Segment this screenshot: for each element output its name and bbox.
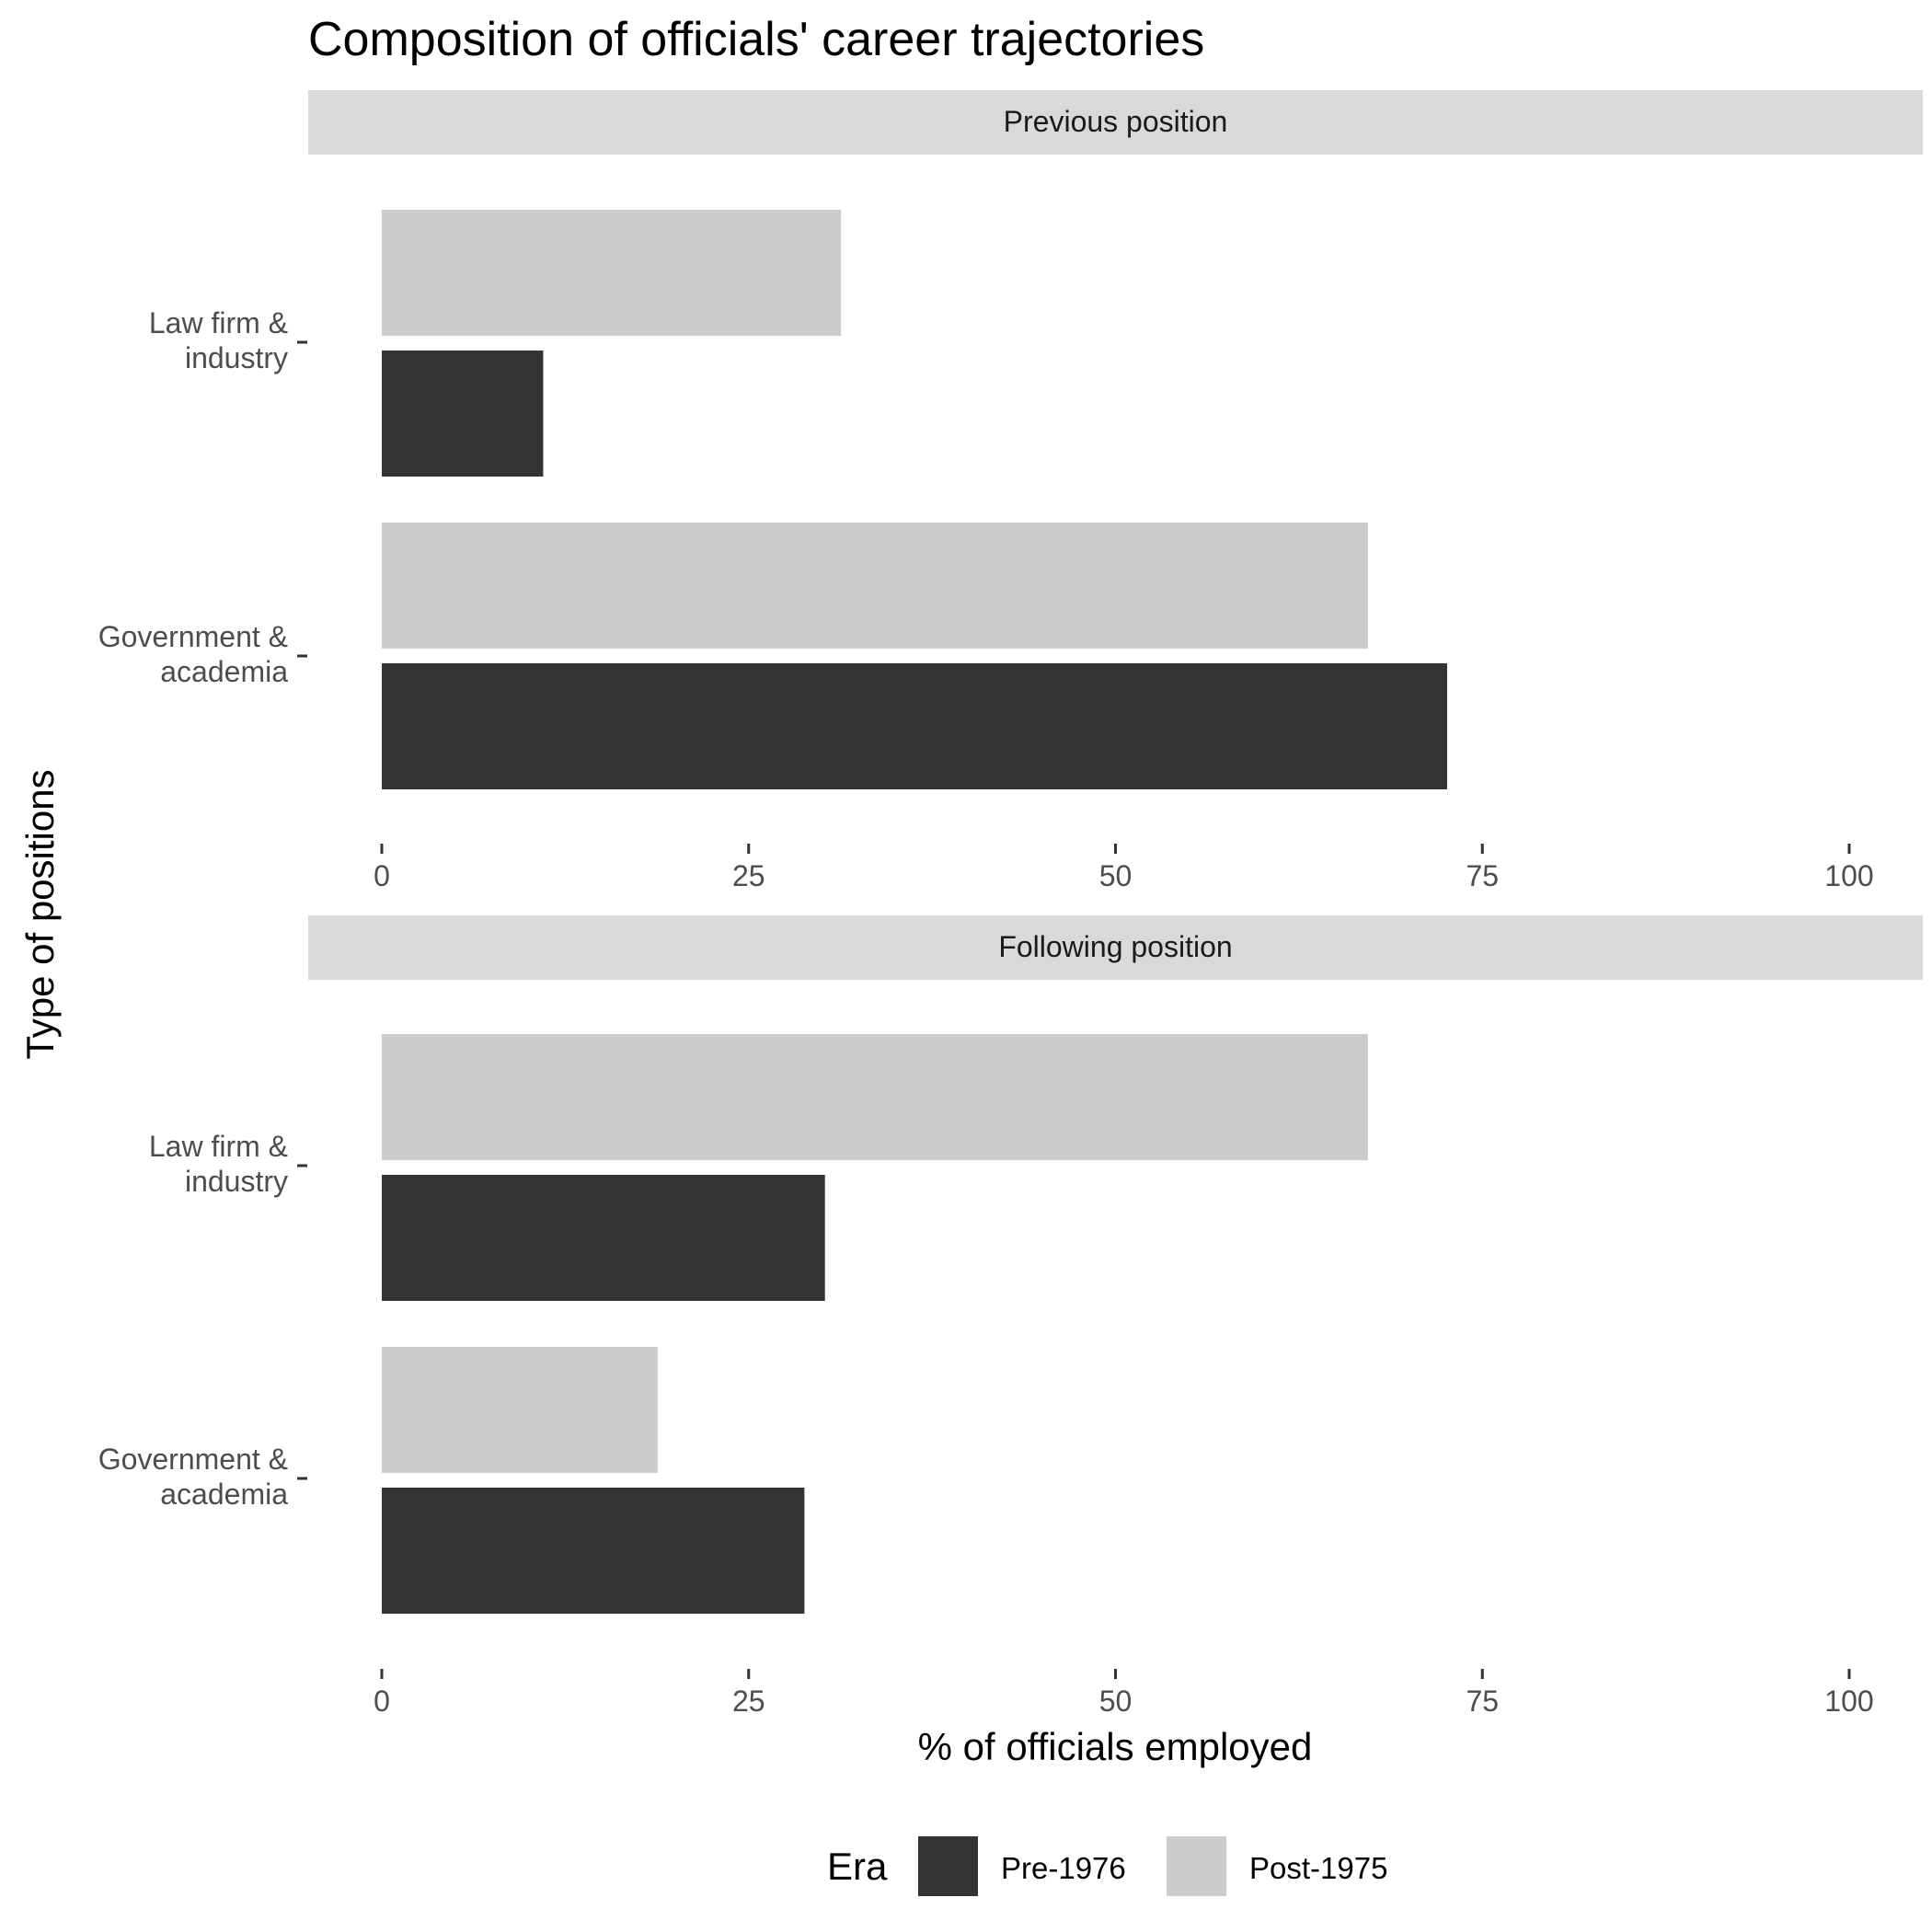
y-tick-label: Law firm & industry [149,306,288,374]
y-tick-label-line: Government & [98,620,288,653]
bar-post-1975 [382,1034,1368,1160]
y-axis-title: Type of positions [18,769,62,1059]
x-tick-label: 25 [732,1685,765,1718]
x-tick-label: 75 [1466,1685,1499,1718]
x-tick-label: 25 [732,859,765,892]
panel-strip [308,90,1923,155]
x-tick-label: 75 [1466,859,1499,892]
x-tick-label: 100 [1824,859,1873,892]
legend-key-post-1975 [1165,1834,1228,1898]
x-tick-label: 0 [374,1685,390,1718]
y-tick-label-line: academia [160,1478,288,1511]
chart-title: Composition of officials' career traject… [308,13,1204,66]
bar-post-1975 [382,523,1368,649]
panel-strip [308,915,1923,980]
x-tick-label: 50 [1099,1685,1133,1718]
legend-label: Post-1975 [1249,1851,1387,1885]
bar-pre-1976 [382,663,1447,789]
y-tick-label-line: Law firm & [149,306,288,339]
y-tick-label: Government & academia [98,1443,289,1511]
x-tick-label: 50 [1099,859,1133,892]
legend-label: Pre-1976 [1001,1851,1126,1885]
panel-strip-label: Following position [998,930,1232,963]
panel-2: Following position Law firm & industry Gove… [98,915,1923,1718]
x-axis-title: % of officials employed [918,1725,1313,1768]
y-tick-label-line: industry [185,341,288,374]
legend: Era Pre-1976 Post-1975 [827,1834,1387,1898]
y-tick-label-line: academia [160,655,288,688]
legend-title: Era [827,1845,888,1888]
y-tick-label-line: Law firm & [149,1130,288,1163]
y-tick-label-line: Government & [98,1443,288,1476]
x-tick-label: 100 [1824,1685,1873,1718]
panel-strip-label: Previous position [1004,105,1228,138]
bar-pre-1976 [382,1175,825,1301]
bar-pre-1976 [382,351,544,477]
y-tick-label-line: industry [185,1165,288,1198]
bar-post-1975 [382,210,842,336]
x-tick-label: 0 [374,859,390,892]
legend-key-pre-1976 [916,1834,980,1898]
y-tick-label: Government & academia [98,620,289,688]
bar-post-1975 [382,1347,658,1473]
y-tick-label: Law firm & industry [149,1130,288,1198]
panel-1: Previous position Law firm & industry Gover… [98,90,1923,892]
bar-pre-1976 [382,1488,805,1614]
